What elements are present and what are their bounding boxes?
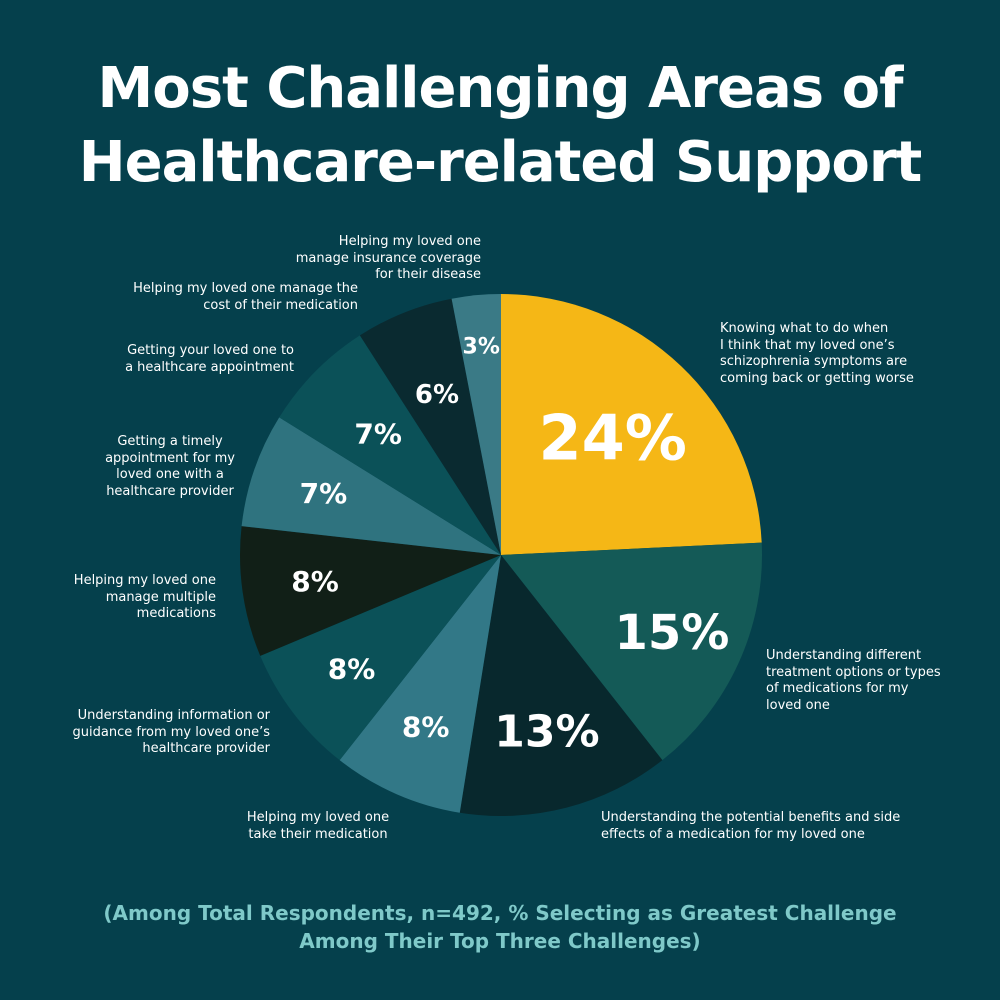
pie-slice-6 [241, 417, 502, 555]
slice-value-label-3: 8% [402, 711, 450, 744]
slice-value-label-2: 13% [494, 706, 599, 757]
pie-slice-3 [339, 555, 501, 813]
slice-value-label-4: 8% [328, 652, 376, 685]
footnote-line-2: Among Their Top Three Challenges) [299, 929, 701, 953]
category-label-3: Helping my loved one take their medicati… [246, 810, 390, 842]
category-label-7: Getting your loved one to a healthcare a… [125, 343, 294, 375]
slice-value-label-7: 7% [354, 418, 402, 451]
chart-footnote: (Among Total Respondents, n=492, % Selec… [0, 899, 1000, 955]
slice-value-label-0: 24% [538, 401, 686, 474]
pie-slice-0 [501, 294, 762, 555]
category-label-5: Helping my loved one manage multiple med… [73, 573, 216, 621]
slice-value-label-1: 15% [614, 605, 729, 661]
slice-value-label-6: 7% [300, 477, 348, 510]
category-label-9: Helping my loved one manage insurance co… [295, 234, 481, 282]
category-label-8: Helping my loved one manage the cost of … [133, 281, 358, 313]
pie-slice-4 [260, 555, 501, 761]
chart-title-line-1: Most Challenging Areas of [97, 56, 904, 121]
pie-slice-9 [451, 294, 501, 555]
pie-slice-2 [459, 555, 663, 816]
chart-title-line-2: Healthcare-related Support [78, 130, 922, 195]
footnote-line-1: (Among Total Respondents, n=492, % Selec… [103, 901, 897, 925]
category-label-2: Understanding the potential benefits and… [601, 810, 901, 842]
slice-value-label-9: 3% [463, 335, 500, 360]
pie-slice-8 [359, 298, 501, 555]
category-label-1: Understanding different treatment option… [766, 648, 941, 713]
pie-slice-7 [279, 335, 501, 555]
category-label-6: Getting a timely appointment for my love… [105, 434, 235, 499]
slice-value-label-5: 8% [291, 565, 339, 598]
category-label-4: Understanding information or guidance fr… [72, 708, 270, 756]
pie-slice-1 [501, 542, 762, 761]
slice-value-label-8: 6% [415, 380, 459, 410]
pie-slice-5 [240, 526, 501, 656]
category-label-0: Knowing what to do when I think that my … [720, 321, 914, 386]
chart-title: Most Challenging Areas of Healthcare-rel… [0, 52, 1000, 200]
